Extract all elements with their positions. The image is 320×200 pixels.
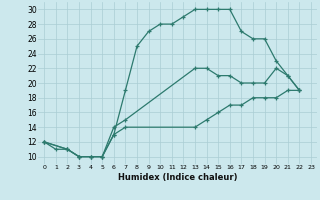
X-axis label: Humidex (Indice chaleur): Humidex (Indice chaleur) (118, 173, 237, 182)
